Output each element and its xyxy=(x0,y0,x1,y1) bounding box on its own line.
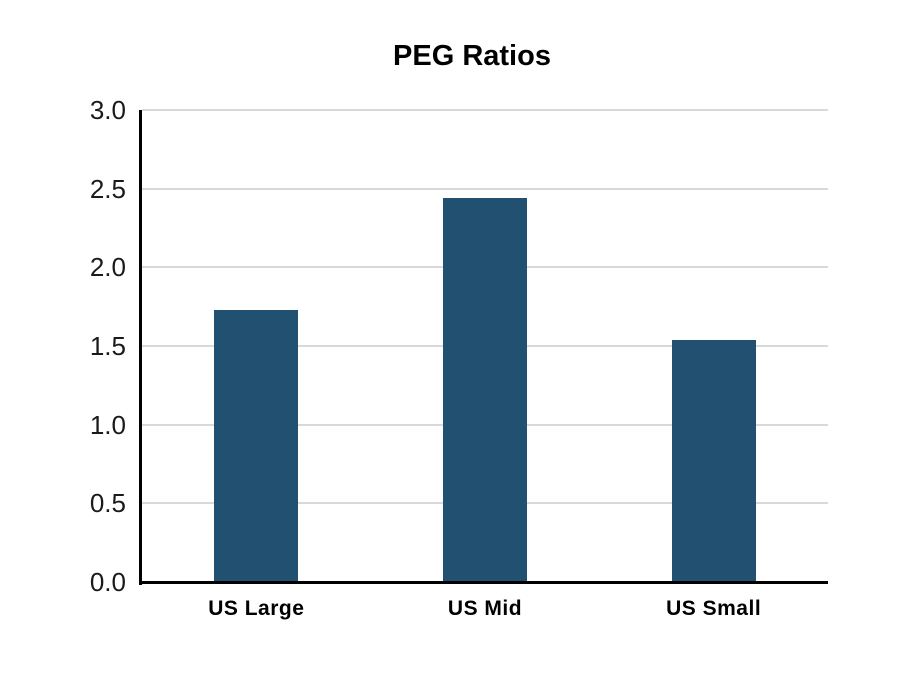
bar-us-mid xyxy=(443,198,527,582)
y-tick-label: 1.0 xyxy=(89,409,126,440)
y-tick-label: 2.0 xyxy=(89,252,126,283)
y-tick-label: 2.5 xyxy=(89,173,126,204)
x-tick-label-us-small: US Small xyxy=(666,597,762,620)
bar-us-small xyxy=(671,339,756,582)
y-tick-label: 0.5 xyxy=(89,488,126,519)
chart-title: PEG Ratios xyxy=(393,40,551,72)
y-axis-line xyxy=(139,110,142,585)
x-tick-label-us-large: US Large xyxy=(208,597,305,620)
gridline-2.5 xyxy=(142,187,828,190)
bar-us-large xyxy=(214,309,299,582)
y-tick-label: 0.0 xyxy=(89,567,126,597)
gridline-3 xyxy=(142,109,828,111)
y-tick-label: 3.0 xyxy=(89,95,126,125)
x-tick-label-us-mid: US Mid xyxy=(447,597,523,620)
x-axis-line xyxy=(139,581,828,584)
y-tick-label: 1.5 xyxy=(89,331,126,361)
